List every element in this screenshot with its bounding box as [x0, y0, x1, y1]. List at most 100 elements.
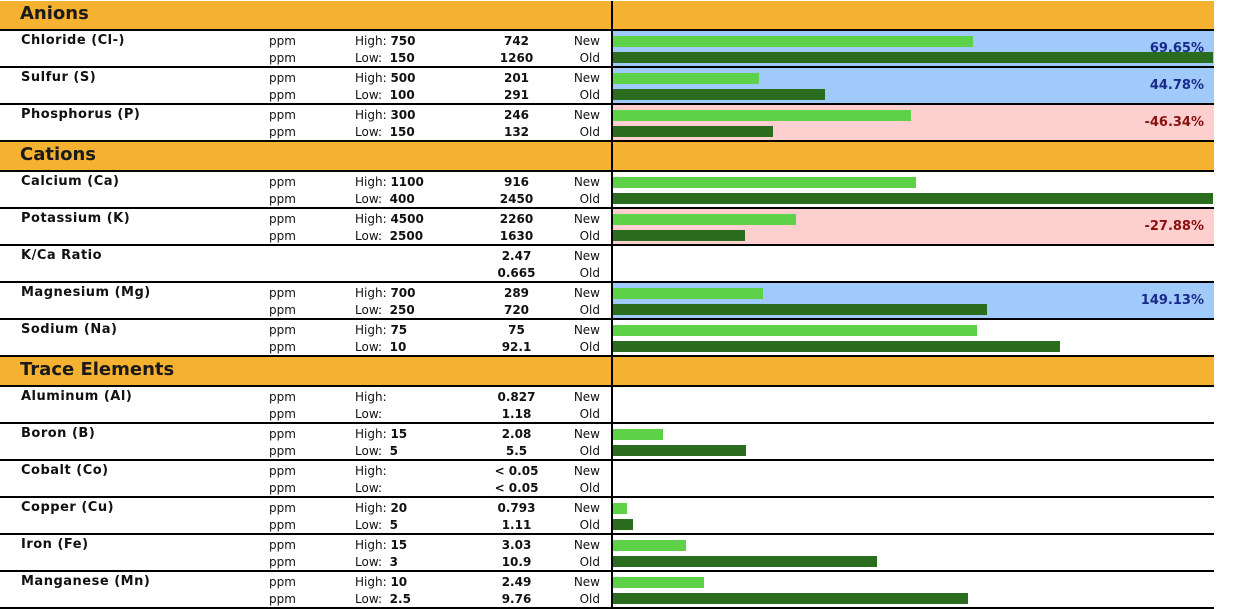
high-limit: High: 4500	[355, 212, 424, 226]
parameter-name: Magnesium (Mg)	[21, 285, 151, 300]
low-limit: Low: 2500	[355, 229, 424, 243]
old-tag: Old	[579, 303, 600, 317]
low-limit: Low: 150	[355, 51, 415, 65]
low-limit: Low: 250	[355, 303, 415, 317]
old-bar	[613, 556, 878, 567]
row-divider	[0, 103, 1214, 105]
new-value: 2.08	[501, 427, 532, 441]
old-tag: Old	[579, 88, 600, 102]
unit-label: ppm	[269, 501, 296, 515]
high-limit: High: 20	[355, 501, 408, 515]
low-limit-value: 100	[389, 88, 415, 102]
new-bar	[613, 110, 912, 121]
parameter-name: Aluminum (Al)	[21, 389, 133, 404]
row-divider	[0, 29, 1214, 31]
parameter-name: Chloride (Cl-)	[21, 33, 125, 48]
change-percent: 69.65%	[1149, 41, 1204, 56]
unit-label: ppm	[269, 481, 296, 495]
old-bar	[613, 126, 773, 137]
old-value: 132	[503, 125, 530, 139]
row-divider	[0, 355, 1214, 357]
unit-label: ppm	[269, 464, 296, 478]
high-limit: High: 750	[355, 34, 416, 48]
data-row: Chloride (Cl-) ppm ppm High: 750 Low: 150 742…	[0, 31, 1214, 66]
high-limit: High: 700	[355, 286, 416, 300]
old-tag: Old	[579, 444, 600, 458]
high-limit: High: 1100	[355, 175, 424, 189]
low-limit: Low: 150	[355, 125, 415, 139]
old-tag: Old	[579, 340, 600, 354]
data-row: Copper (Cu) ppm ppm High: 20 Low: 5 0.793 1.11…	[0, 498, 1214, 533]
unit-label: ppm	[269, 518, 296, 532]
low-limit-value: 250	[389, 303, 415, 317]
unit-label: ppm	[269, 229, 296, 243]
high-limit-value: 1100	[390, 175, 424, 189]
low-limit-value: 10	[389, 340, 407, 354]
unit-label: ppm	[269, 192, 296, 206]
data-row: Cobalt (Co) ppm ppm High: Low: < 0.05 < 0.05…	[0, 461, 1214, 496]
old-bar	[613, 304, 988, 315]
data-row: Manganese (Mn) ppm ppm High: 10 Low: 2.5 2.49…	[0, 572, 1214, 607]
data-row: Sulfur (S) ppm ppm High: 500 Low: 100 201 291 N…	[0, 68, 1214, 103]
high-limit: High: 15	[355, 538, 408, 552]
unit-label: ppm	[269, 340, 296, 354]
new-value: 0.793	[497, 501, 536, 515]
low-limit: Low: 100	[355, 88, 415, 102]
low-limit-value: 5	[389, 444, 399, 458]
data-row: Magnesium (Mg) ppm ppm High: 700 Low: 250 289…	[0, 283, 1214, 318]
new-bar	[613, 577, 704, 588]
new-value: 916	[503, 175, 530, 189]
low-limit-value: 150	[389, 51, 415, 65]
new-value: 3.03	[501, 538, 532, 552]
new-tag: New	[573, 34, 600, 48]
new-value: 2.49	[501, 575, 532, 589]
new-tag: New	[573, 249, 600, 263]
new-bar	[613, 540, 687, 551]
section-title: Anions	[20, 3, 89, 24]
unit-label: ppm	[269, 175, 296, 189]
high-limit: High: 10	[355, 575, 408, 589]
new-value: 742	[503, 34, 530, 48]
low-limit: Low:	[355, 407, 390, 421]
old-value: 0.665	[497, 266, 536, 280]
row-divider	[0, 170, 1214, 172]
row-divider	[0, 570, 1214, 572]
unit-label: ppm	[269, 71, 296, 85]
low-limit: Low: 10	[355, 340, 407, 354]
low-limit: Low: 3	[355, 555, 399, 569]
old-bar	[613, 341, 1060, 352]
new-value: 0.827	[497, 390, 536, 404]
new-value: 201	[503, 71, 530, 85]
new-tag: New	[573, 71, 600, 85]
old-bar	[613, 445, 747, 456]
data-row: Iron (Fe) ppm ppm High: 15 Low: 3 3.03 10.9 New…	[0, 535, 1214, 570]
data-row: Potassium (K) ppm ppm High: 4500 Low: 2500 22…	[0, 209, 1214, 244]
data-row: K/Ca Ratio 2.47 0.665 New Old	[0, 246, 1214, 281]
old-bar	[613, 193, 1213, 204]
row-divider	[0, 533, 1214, 535]
new-value: 246	[503, 108, 530, 122]
low-limit-value: 5	[389, 518, 399, 532]
section-header: Cations	[0, 142, 1214, 170]
data-row: Calcium (Ca) ppm ppm High: 1100 Low: 400 916 2…	[0, 172, 1214, 207]
section-header: Trace Elements	[0, 357, 1214, 385]
high-limit: High:	[355, 464, 387, 478]
old-value: 1.11	[501, 518, 532, 532]
change-percent: 149.13%	[1140, 293, 1204, 308]
new-value: 75	[508, 323, 525, 337]
new-tag: New	[573, 175, 600, 189]
new-value: 289	[503, 286, 530, 300]
unit-label: ppm	[269, 303, 296, 317]
change-percent: -27.88%	[1144, 219, 1204, 234]
high-limit-value: 750	[390, 34, 416, 48]
low-limit-value: 2.5	[389, 592, 411, 606]
parameter-name: Boron (B)	[21, 426, 96, 441]
high-limit: High: 15	[355, 427, 408, 441]
row-divider	[0, 459, 1214, 461]
high-limit-value: 700	[390, 286, 416, 300]
unit-label: ppm	[269, 286, 296, 300]
high-limit-value: 75	[390, 323, 408, 337]
new-value: < 0.05	[494, 464, 539, 478]
row-divider	[0, 281, 1214, 283]
